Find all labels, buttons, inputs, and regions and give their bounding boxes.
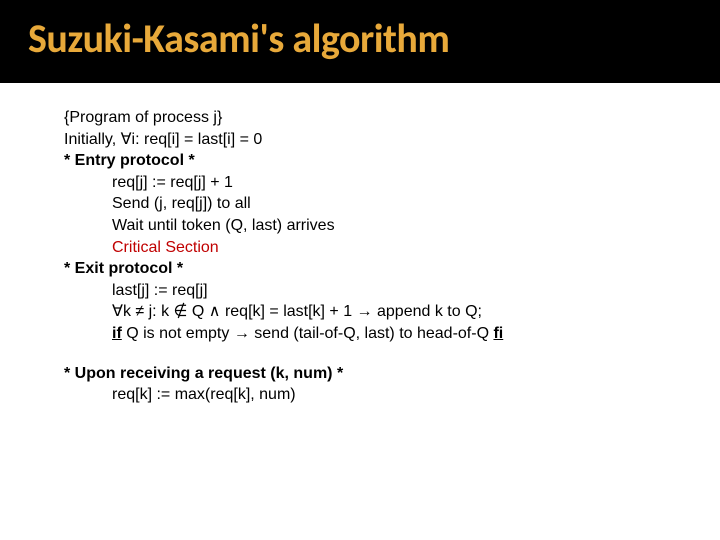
body-line: Wait until token (Q, last) arrives [64, 215, 656, 237]
slide-body: {Program of process j}Initially, ∀i: req… [0, 83, 720, 406]
body-line: last[j] := req[j] [64, 280, 656, 302]
body-line [64, 345, 656, 363]
body-line: {Program of process j} [64, 107, 656, 129]
body-line: req[k] := max(req[k], num) [64, 384, 656, 406]
body-line: if Q is not empty → send (tail-of-Q, las… [64, 323, 656, 345]
body-line: * Upon receiving a request (k, num) * [64, 363, 656, 385]
body-line: Critical Section [64, 237, 656, 259]
body-line: * Exit protocol * [64, 258, 656, 280]
body-line: req[j] := req[j] + 1 [64, 172, 656, 194]
slide-title: Suzuki-Kasami's algorithm [28, 14, 692, 63]
body-line: Initially, ∀i: req[i] = last[i] = 0 [64, 129, 656, 151]
body-line: * Entry protocol * [64, 150, 656, 172]
body-line: ∀k ≠ j: k ∉ Q ∧ req[k] = last[k] + 1 → a… [64, 301, 656, 323]
body-line: Send (j, req[j]) to all [64, 193, 656, 215]
title-band: Suzuki-Kasami's algorithm [0, 0, 720, 83]
